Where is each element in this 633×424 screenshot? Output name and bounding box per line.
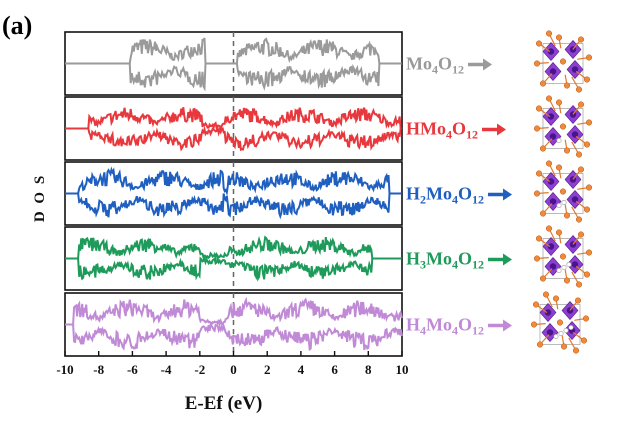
series-label: H4Mo4O12 <box>406 315 484 338</box>
crystal-structure-image <box>533 95 593 158</box>
dos-spin-up-line <box>65 235 402 262</box>
x-tick-label: 8 <box>365 362 372 377</box>
x-axis-label: E-Ef (eV) <box>185 393 263 414</box>
dos-panel <box>64 292 403 357</box>
x-tick-label: -4 <box>161 362 172 377</box>
x-tick-label: -10 <box>56 362 73 377</box>
x-tick-label: 10 <box>396 362 409 377</box>
dos-panels <box>64 31 403 357</box>
dos-panel <box>64 161 403 226</box>
x-tick-label: -6 <box>127 362 138 377</box>
x-axis: -10 -8 -6 -4 -2 0 2 4 6 8 10 <box>56 351 409 377</box>
dos-spin-down-line <box>65 322 403 352</box>
series-arrows <box>468 58 513 332</box>
dos-spin-down-line <box>65 192 402 220</box>
x-tick-label: 6 <box>331 362 338 377</box>
dos-spin-down-line <box>65 255 402 282</box>
dos-panel <box>64 31 403 96</box>
dos-panel <box>64 96 403 161</box>
panel-label: (a) <box>2 11 32 40</box>
dos-spin-up-line <box>65 166 402 197</box>
series-arrowhead <box>503 188 513 201</box>
series-arrowhead <box>503 253 513 266</box>
series-label: H2Mo4O12 <box>406 184 484 207</box>
series-arrowhead <box>483 58 493 71</box>
crystal-structures <box>530 30 593 354</box>
series-label: Mo4O12 <box>406 54 464 77</box>
y-axis-label: D O S <box>32 174 48 222</box>
dos-spin-down-line <box>65 125 402 152</box>
series-label: H3Mo4O12 <box>406 249 484 272</box>
x-tick-label: 2 <box>264 362 271 377</box>
x-tick-label: 4 <box>298 362 305 377</box>
x-tick-label: -8 <box>93 362 104 377</box>
series-labels: Mo4O12 HMo4O12 H2Mo4O12 H3Mo4O12 H4Mo4O12 <box>406 54 484 338</box>
x-tick-label: 0 <box>230 362 237 377</box>
series-arrowhead <box>497 123 507 136</box>
dos-spin-up-line <box>65 107 402 131</box>
crystal-structure-image <box>533 30 593 93</box>
dos-spin-down-line <box>65 62 402 92</box>
dos-panel <box>64 226 403 291</box>
series-arrowhead <box>503 319 513 332</box>
crystal-structure-image <box>530 291 590 354</box>
crystal-structure-image <box>533 160 593 223</box>
series-label: HMo4O12 <box>406 119 478 142</box>
crystal-structure-image <box>533 225 593 288</box>
dos-spin-up-line <box>65 296 403 328</box>
x-tick-label: -2 <box>194 362 205 377</box>
